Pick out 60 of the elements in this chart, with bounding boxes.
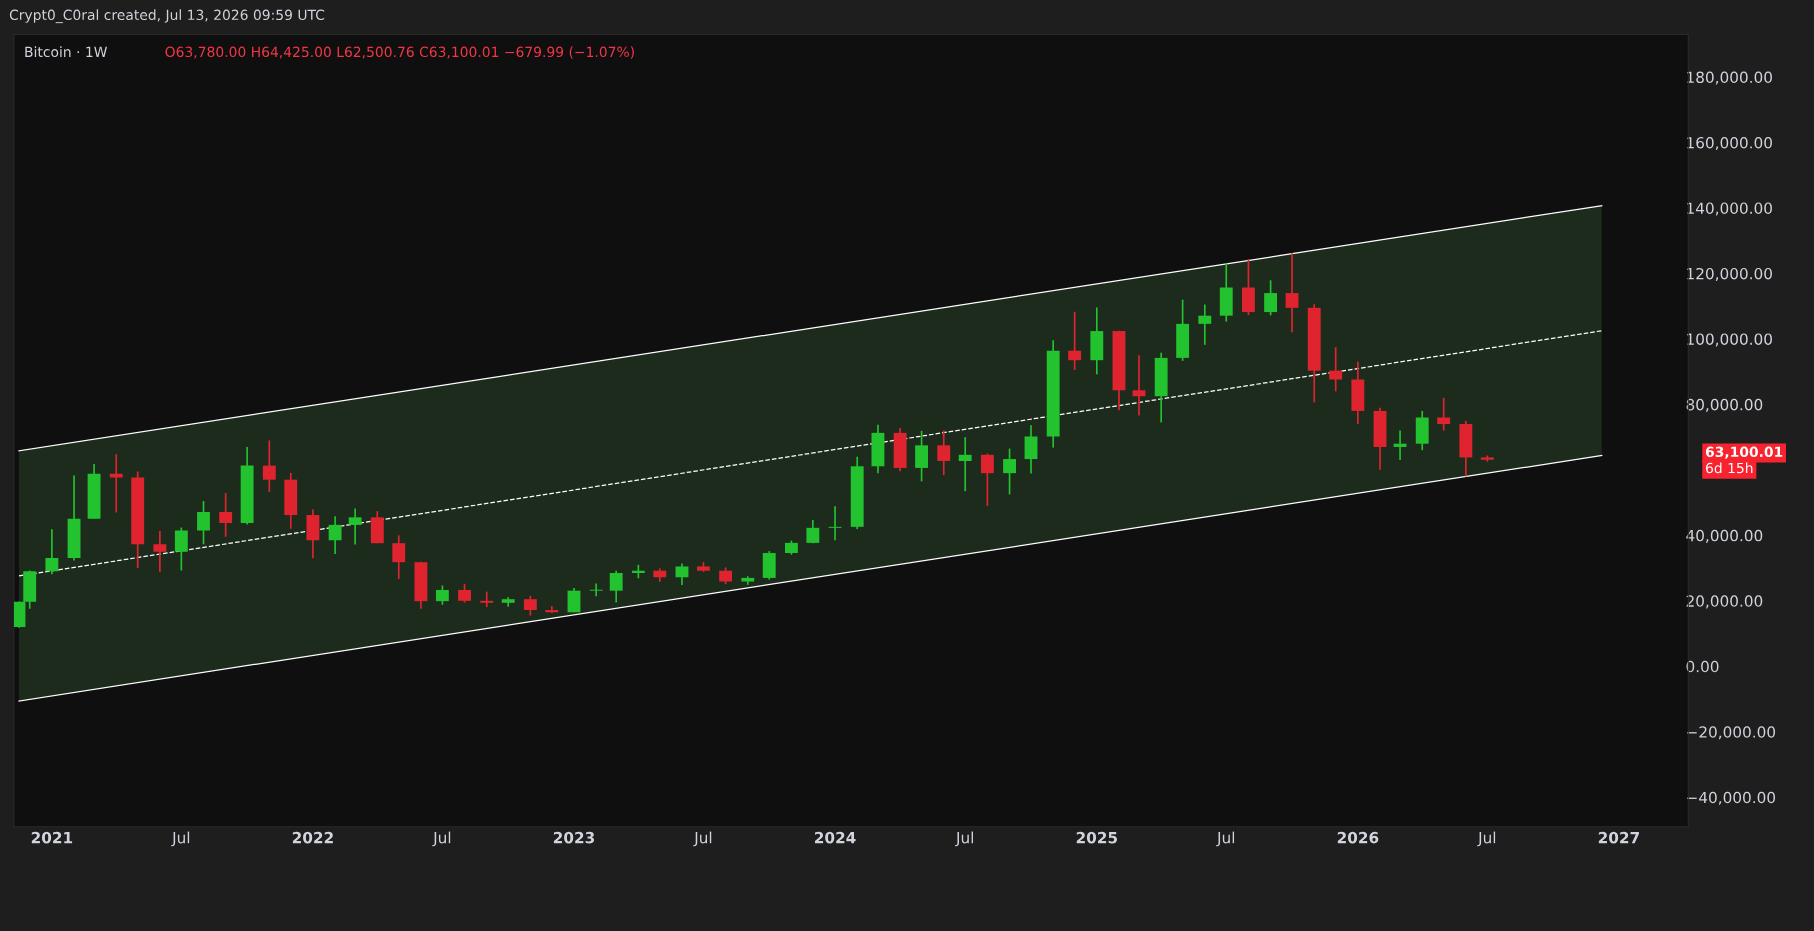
candlestick (1264, 279, 1278, 317)
x-tick-label: Jul (171, 831, 190, 847)
x-tick-label: 2026 (1337, 831, 1379, 844)
candlestick (153, 530, 167, 573)
candlestick (348, 507, 362, 546)
candlestick (675, 562, 689, 586)
candlestick (1132, 354, 1146, 417)
candlestick (523, 595, 537, 617)
candlestick (480, 590, 494, 608)
text: Crypt0_C0ral created, Jul 13, 2026 09:59 UTC (9, 9, 325, 24)
y-tick-label: 20,000.00 (1686, 595, 1763, 609)
candlestick (937, 429, 951, 476)
candlestick (1437, 397, 1451, 432)
x-tick-label: Jul (1216, 831, 1235, 847)
candlestick (1285, 252, 1299, 334)
text: 6d 15h (1706, 462, 1753, 474)
candlestick (262, 439, 276, 493)
x-tick-label: Jul (432, 831, 451, 847)
x-tick-label: 2027 (1598, 831, 1639, 844)
y-tick-label: 0.00 (1686, 660, 1719, 673)
candlestick (567, 587, 581, 614)
candlestick (1198, 303, 1212, 346)
y-tick-label: 40,000.00 (1686, 529, 1763, 543)
y-tick-label: 120,000.00 (1687, 267, 1772, 282)
y-tick-label: 100,000.00 (1687, 333, 1772, 347)
candlestick (174, 526, 188, 572)
candlestick (1024, 424, 1038, 475)
candlestick (1003, 447, 1016, 496)
candlestick (197, 500, 210, 546)
y-tick-label: 140,000.00 (1687, 202, 1772, 216)
candlestick (435, 584, 449, 606)
candlestick (219, 492, 233, 538)
candlestick (958, 436, 972, 492)
x-tick-label: Jul (1477, 831, 1496, 847)
candlestick (609, 569, 623, 604)
y-tick-label: −20,000.00 (1687, 726, 1776, 740)
x-tick-label: Jul (955, 831, 973, 847)
candlestick (45, 528, 59, 576)
y-tick-label: 180,000.00 (1687, 71, 1772, 85)
candlestick (828, 505, 842, 542)
x-tick-label: 2024 (814, 831, 856, 844)
x-tick-label: 2023 (553, 831, 595, 844)
x-tick-label: 2025 (1076, 831, 1117, 844)
candlestick (915, 430, 929, 483)
candlestick (980, 452, 994, 507)
candlestick (1068, 310, 1082, 371)
candlestick (392, 534, 406, 580)
annotation: O63,780.00 H64,425.00 L62,500.76 C63,100.01 −679.99 (−1.07%) (165, 46, 634, 59)
x-tick-label: 2021 (31, 831, 73, 844)
y-tick-label: 160,000.00 (1687, 136, 1772, 151)
x-tick-label: Jul (693, 831, 712, 847)
candlestick (589, 582, 603, 598)
candlestick (328, 515, 342, 555)
text: 63,100.01 (1705, 446, 1783, 459)
candlestick (1329, 346, 1343, 393)
candlestick (458, 582, 471, 604)
y-tick-label: 80,000.00 (1686, 398, 1763, 412)
x-tick-label: 2022 (292, 831, 333, 844)
text: Bitcoin · 1W (25, 46, 107, 58)
y-tick-label: −40,000.00 (1687, 791, 1776, 805)
